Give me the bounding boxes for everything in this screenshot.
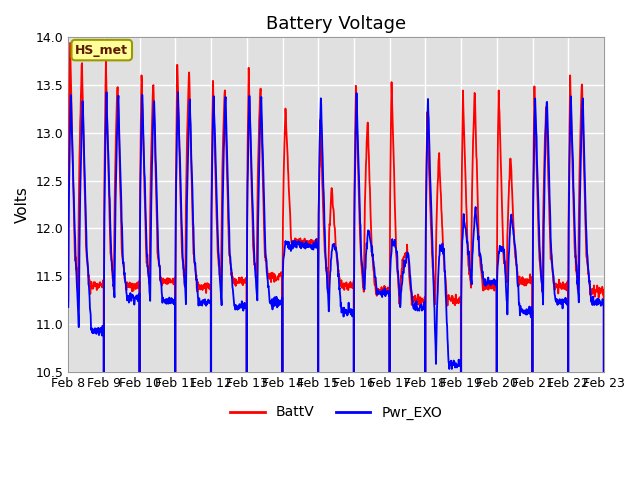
Title: Battery Voltage: Battery Voltage [266,15,406,33]
Text: HS_met: HS_met [76,44,128,57]
Y-axis label: Volts: Volts [15,186,30,223]
Legend: BattV, Pwr_EXO: BattV, Pwr_EXO [225,400,448,425]
